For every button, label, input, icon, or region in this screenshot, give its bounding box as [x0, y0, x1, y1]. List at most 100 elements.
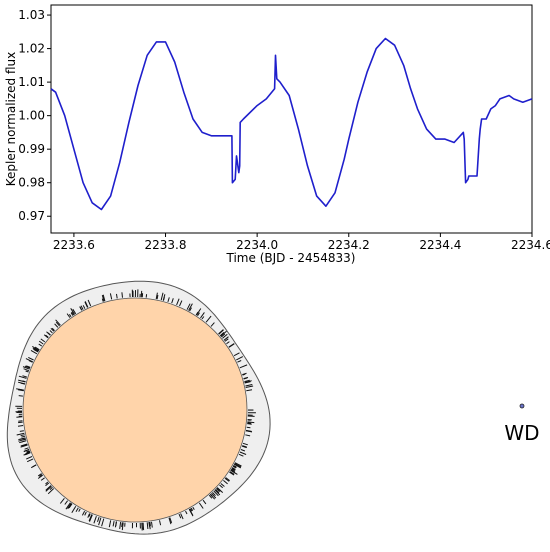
surface-tick [16, 432, 25, 436]
surface-tick [114, 521, 117, 528]
surface-tick [246, 426, 251, 429]
surface-tick [30, 349, 38, 355]
surface-tick [20, 382, 26, 385]
surface-tick [101, 518, 105, 527]
surface-tick [33, 347, 39, 352]
surface-tick [223, 480, 228, 485]
surface-tick [168, 517, 172, 525]
surface-tick [49, 330, 53, 334]
surface-tick [156, 294, 159, 300]
surface-tick [18, 437, 26, 441]
y-axis-ticks: 0.97 0.98 0.99 1.00 1.01 1.02 1.03 [18, 8, 51, 223]
surface-tick [20, 440, 27, 443]
surface-tick [101, 298, 104, 302]
surface-tick [216, 487, 224, 493]
surface-tick [238, 453, 244, 457]
y-tick-label: 0.98 [18, 176, 45, 190]
surface-tick [47, 488, 55, 495]
surface-tick [80, 305, 84, 310]
primary-star [22, 297, 248, 523]
surface-tick [45, 485, 52, 492]
surface-tick [101, 294, 105, 302]
surface-tick [45, 481, 49, 485]
surface-tick [234, 463, 242, 468]
surface-tick [112, 521, 115, 527]
surface-tick [97, 516, 100, 522]
light-curve-panel: 2233.6 2233.8 2234.0 2234.2 2234.4 2234.6 0.9… [4, 4, 550, 265]
surface-tick [20, 444, 28, 448]
surface-tick [242, 442, 248, 446]
surface-tick [246, 430, 252, 433]
y-tick-label: 0.97 [18, 209, 45, 223]
surface-tick [19, 430, 24, 432]
surface-tick [102, 294, 106, 302]
surface-tick [78, 508, 81, 512]
surface-tick [244, 379, 250, 383]
surface-tick [224, 477, 230, 482]
surface-tick [82, 305, 86, 309]
surface-tick [21, 435, 26, 438]
surface-tick [25, 456, 33, 460]
surface-tick [88, 513, 91, 517]
surface-tick [28, 356, 34, 361]
x-tick-label: 2234.2 [328, 238, 370, 252]
surface-tick [198, 502, 204, 509]
surface-tick [190, 507, 194, 511]
surface-tick [212, 492, 216, 497]
surface-tick [43, 334, 49, 339]
surface-tick [242, 373, 246, 376]
surface-tick [215, 488, 220, 494]
surface-tick [244, 380, 252, 383]
surface-tick [49, 486, 53, 490]
surface-tick [247, 421, 255, 424]
surface-tick [205, 315, 212, 323]
surface-tick [24, 447, 29, 450]
surface-tick [171, 298, 174, 304]
y-tick-label: 1.03 [18, 8, 45, 22]
surface-tick [195, 311, 199, 316]
surface-tick [51, 327, 55, 331]
surface-tick [26, 365, 31, 368]
surface-tick [68, 503, 73, 509]
surface-tick [84, 301, 89, 308]
plot-frame [50, 4, 533, 234]
surface-tick [39, 474, 43, 477]
surface-tick [233, 352, 240, 357]
surface-tick [89, 514, 93, 522]
surface-tick [45, 482, 50, 487]
surface-tick [197, 312, 200, 317]
x-tick-label: 2234.4 [419, 238, 461, 252]
surface-tick [84, 511, 87, 516]
x-tick-label: 2233.6 [53, 238, 95, 252]
y-tick-label: 1.01 [18, 75, 45, 89]
surface-tick [155, 292, 158, 300]
surface-tick [40, 338, 46, 343]
surface-tick [169, 517, 173, 524]
white-dwarf-label: WD [504, 421, 539, 445]
y-tick-label: 0.99 [18, 142, 45, 156]
surface-tick [142, 522, 145, 531]
surface-tick [23, 449, 30, 453]
surface-tick [185, 510, 188, 515]
surface-tick [25, 358, 34, 363]
surface-tick [200, 312, 205, 319]
surface-tick [81, 510, 86, 516]
surface-tick [243, 376, 249, 380]
surface-tick [40, 477, 45, 481]
surface-tick [37, 473, 42, 477]
surface-tick [26, 450, 30, 453]
surface-tick [25, 451, 31, 455]
surface-tick [224, 338, 229, 342]
surface-tick [162, 294, 166, 301]
surface-tick [23, 451, 31, 456]
surface-tick [160, 292, 164, 301]
surface-tick [32, 464, 37, 468]
surface-tick [213, 490, 219, 497]
surface-tick [64, 500, 69, 505]
surface-tick [242, 445, 247, 448]
surface-tick [149, 521, 151, 526]
surface-tick [108, 520, 112, 528]
surface-tick [188, 303, 193, 311]
surface-tick [148, 522, 151, 529]
x-tick-label: 2234.6 [511, 238, 550, 252]
